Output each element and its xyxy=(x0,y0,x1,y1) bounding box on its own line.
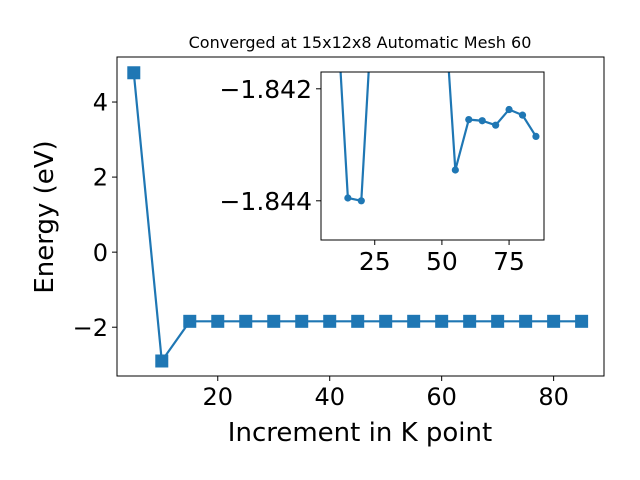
inset-axes-frame xyxy=(320,71,545,241)
inset-y-tick-label: −1.844 xyxy=(219,187,312,216)
main-data-point xyxy=(127,66,141,80)
main-data-point xyxy=(547,314,561,328)
inset-plot-area: 25 50 75 −1.844 −1.842 xyxy=(219,71,545,276)
main-y-ticks: 4 2 0 −2 xyxy=(73,89,117,342)
inset-x-ticks: 25 50 75 xyxy=(359,240,525,276)
inset-data-point xyxy=(492,121,500,129)
main-series xyxy=(127,66,589,368)
main-data-point xyxy=(323,314,337,328)
x-axis-label: Increment in K point xyxy=(228,418,492,448)
main-data-point xyxy=(379,314,393,328)
main-y-tick-label: 0 xyxy=(93,239,108,267)
main-data-point xyxy=(155,354,169,368)
main-data-point xyxy=(435,314,449,328)
inset-x-tick-label: 25 xyxy=(359,247,391,276)
main-axes-frame xyxy=(116,56,605,377)
main-x-tick-label: 60 xyxy=(426,383,457,411)
inset-data-point xyxy=(465,116,473,124)
main-data-point xyxy=(267,314,281,328)
main-y-tick-label: 2 xyxy=(93,164,108,192)
inset-data-point xyxy=(357,197,365,205)
main-y-tick-label: 4 xyxy=(93,89,108,117)
main-x-tick-label: 80 xyxy=(538,383,569,411)
chart-title: Converged at 15x12x8 Automatic Mesh 60 xyxy=(189,33,532,52)
main-data-point xyxy=(463,314,477,328)
inset-y-ticks: −1.844 −1.842 xyxy=(219,75,321,216)
main-data-point xyxy=(239,314,253,328)
inset-data-point xyxy=(518,111,527,119)
main-data-point xyxy=(295,314,309,328)
main-data-point xyxy=(183,314,197,328)
inset-x-tick-label: 75 xyxy=(493,247,525,276)
main-data-point xyxy=(351,314,365,328)
main-data-point xyxy=(407,314,421,328)
inset-data-point xyxy=(505,105,513,114)
main-x-ticks: 20 40 60 80 xyxy=(202,376,569,411)
main-y-tick-label: −2 xyxy=(73,314,108,342)
y-axis-label: Energy (eV) xyxy=(30,140,60,293)
main-data-point xyxy=(575,314,589,328)
main-data-point xyxy=(491,314,505,328)
inset-x-tick-label: 50 xyxy=(426,247,458,276)
inset-data-point xyxy=(532,132,540,140)
main-x-tick-label: 20 xyxy=(202,383,233,411)
inset-background xyxy=(321,72,544,240)
inset-data-point xyxy=(451,166,459,174)
inset-y-tick-label: −1.842 xyxy=(219,75,312,104)
main-x-tick-label: 40 xyxy=(314,383,345,411)
main-plot-area: 20 40 60 80 420−2 xyxy=(73,56,605,411)
main-data-point xyxy=(211,314,225,328)
inset-data-point xyxy=(344,194,352,202)
main-data-point xyxy=(519,314,533,328)
inset-series xyxy=(339,72,540,205)
inset-data-point xyxy=(478,117,486,125)
